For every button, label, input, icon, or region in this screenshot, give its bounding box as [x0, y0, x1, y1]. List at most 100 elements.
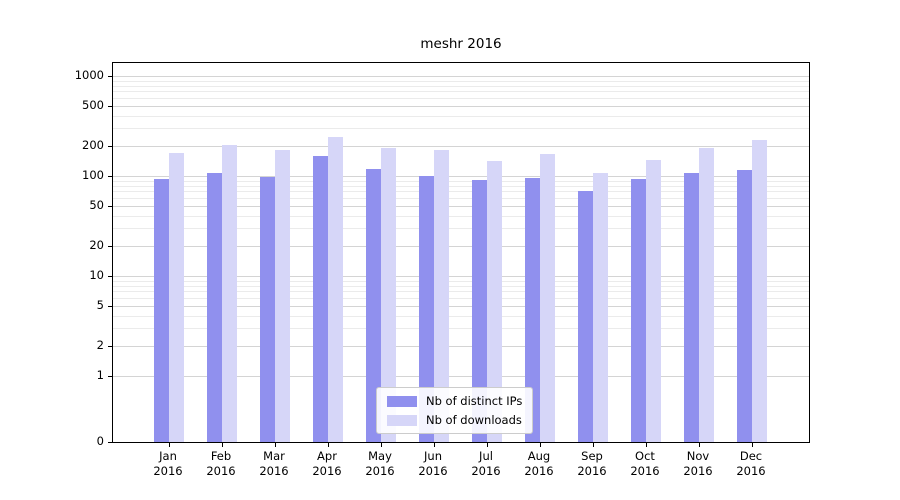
x-tick-mark [275, 443, 276, 447]
grid-layer [113, 63, 809, 442]
y-tick-label: 10 [89, 268, 104, 282]
x-tick-mark [593, 443, 594, 447]
bar-downloads-may [381, 147, 396, 442]
bar-distinct-ips-jan [154, 178, 169, 442]
x-tick-label: Apr 2016 [312, 449, 342, 478]
legend-swatch-downloads [387, 414, 417, 426]
x-tick-mark [434, 443, 435, 447]
bar-distinct-ips-mar [260, 176, 275, 442]
gridline [113, 276, 809, 277]
gridline [113, 345, 809, 347]
plot-area: Nb of distinct IPs Nb of downloads [108, 62, 810, 447]
bar-distinct-ips-dec [737, 169, 752, 442]
gridline [113, 128, 809, 130]
bar-distinct-ips-jun [419, 176, 434, 442]
bar-distinct-ips-jul [472, 180, 487, 442]
gridline [113, 91, 809, 93]
x-tick-mark [381, 443, 382, 447]
bar-downloads-jan [169, 152, 184, 442]
y-tick-label: 500 [82, 98, 104, 113]
x-tick-label: Mar 2016 [259, 449, 289, 478]
x-tick-label: Nov 2016 [683, 449, 713, 478]
x-tick-mark [752, 443, 753, 447]
y-tick-mark [108, 376, 112, 377]
gridline [113, 185, 809, 187]
bars-layer [113, 63, 809, 442]
legend: Nb of distinct IPs Nb of downloads [376, 387, 534, 434]
gridline [113, 85, 809, 87]
y-tick-label: 2 [96, 337, 104, 352]
x-tick-label: Jul 2016 [471, 449, 501, 478]
bar-distinct-ips-feb [207, 173, 222, 442]
gridline [113, 376, 809, 377]
x-tick-mark [540, 443, 541, 447]
gridline [113, 115, 809, 117]
y-tick-label: 20 [89, 237, 104, 252]
x-tick-mark [222, 443, 223, 447]
bar-downloads-jul [487, 161, 502, 442]
y-tick-label: 1000 [74, 68, 104, 82]
x-tick-label: Jun 2016 [418, 449, 448, 478]
x-tick-label: Sep 2016 [577, 449, 607, 478]
bar-distinct-ips-nov [684, 173, 699, 442]
x-tick-mark [646, 443, 647, 447]
x-tick-mark [487, 443, 488, 447]
x-tick-label: Aug 2016 [524, 449, 554, 478]
x-tick-label: May 2016 [365, 449, 395, 478]
y-axis-ticks: 0 1 2 5 10 20 50 100 200 500 1000 [0, 62, 104, 448]
x-tick-label: Feb 2016 [206, 449, 236, 478]
bar-downloads-nov [699, 147, 714, 442]
y-tick-label: 100 [82, 168, 104, 182]
legend-label-downloads: Nb of downloads [426, 413, 522, 427]
gridline [113, 176, 809, 177]
y-tick-mark [108, 206, 112, 208]
legend-label-distinct-ips: Nb of distinct IPs [426, 394, 523, 408]
gridline [113, 215, 809, 217]
bar-distinct-ips-may [366, 169, 381, 442]
legend-item-downloads: Nb of downloads [387, 413, 522, 427]
gridline [113, 198, 809, 200]
gridline [113, 80, 809, 82]
y-tick-mark [108, 345, 112, 347]
bar-downloads-oct [646, 159, 661, 442]
x-tick-mark [169, 443, 170, 447]
bar-downloads-apr [328, 137, 343, 442]
y-tick-label: 50 [89, 198, 104, 213]
y-tick-label: 200 [82, 137, 104, 152]
gridline [113, 206, 809, 208]
y-tick-mark [108, 276, 112, 277]
x-tick-label: Jan 2016 [153, 449, 183, 478]
y-tick-label: 5 [96, 298, 104, 313]
y-tick-mark [108, 106, 112, 108]
gridline [113, 285, 809, 287]
bar-downloads-aug [540, 153, 555, 442]
y-tick-mark [108, 306, 112, 308]
y-tick-mark [108, 442, 112, 443]
bar-distinct-ips-aug [525, 178, 540, 442]
y-tick-mark [108, 245, 112, 247]
x-axis-ticks: Jan 2016 Feb 2016 Mar 2016 Apr 2016 May 2016… [112, 449, 810, 485]
gridline [113, 328, 809, 330]
gridline [113, 145, 809, 147]
y-tick-mark [108, 76, 112, 77]
gridline [113, 280, 809, 282]
x-tick-label: Oct 2016 [630, 449, 660, 478]
gridline [113, 98, 809, 100]
y-tick-mark [108, 145, 112, 147]
legend-item-distinct-ips: Nb of distinct IPs [387, 394, 522, 408]
bar-downloads-mar [275, 149, 290, 442]
y-tick-mark [108, 176, 112, 177]
gridline [113, 228, 809, 230]
x-tick-mark [699, 443, 700, 447]
bar-downloads-sep [593, 173, 608, 442]
gridline [113, 106, 809, 108]
bar-distinct-ips-sep [578, 191, 593, 442]
bar-distinct-ips-oct [631, 179, 646, 442]
gridline [113, 315, 809, 317]
bar-downloads-dec [752, 140, 767, 442]
bar-downloads-feb [222, 145, 237, 442]
gridline [113, 306, 809, 308]
legend-swatch-distinct-ips [387, 395, 417, 407]
x-tick-label: Dec 2016 [736, 449, 766, 478]
